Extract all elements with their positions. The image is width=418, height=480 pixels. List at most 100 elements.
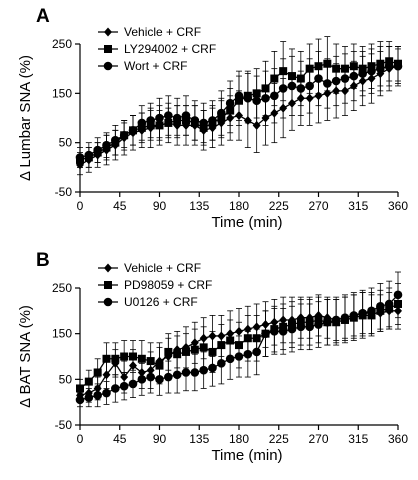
y-tick-label: 150: [52, 327, 72, 341]
data-point: [367, 66, 376, 76]
legend-marker: [104, 281, 112, 289]
data-point: [287, 81, 297, 91]
data-point: [119, 381, 129, 391]
data-point: [393, 61, 403, 71]
legend-label: Vehicle + CRF: [124, 25, 201, 39]
legend-marker: [103, 297, 113, 307]
x-axis-title: Time (min): [211, 214, 282, 231]
data-point: [111, 135, 120, 145]
legend-marker: [103, 61, 113, 71]
data-point: [199, 365, 208, 375]
data-point: [129, 352, 137, 361]
data-point: [199, 343, 208, 352]
data-point: [75, 395, 85, 405]
data-point: [384, 61, 394, 71]
data-point: [234, 91, 244, 101]
data-point: [314, 74, 323, 83]
y-axis-title: Δ BAT SNA (%): [17, 305, 34, 408]
data-point: [137, 375, 147, 384]
data-point: [111, 354, 120, 363]
legend-marker: [104, 45, 112, 53]
data-point: [270, 327, 279, 336]
x-tick-label: 90: [153, 199, 167, 213]
y-tick-label: 250: [52, 281, 72, 295]
data-point: [93, 145, 102, 155]
data-point: [146, 116, 155, 125]
legend: Vehicle + CRF LY294002 + CRF Wort + CRF: [98, 25, 216, 73]
data-point: [76, 384, 84, 393]
x-tick-label: 315: [348, 432, 368, 446]
legend-label: Vehicle + CRF: [124, 261, 201, 275]
data-point: [287, 324, 297, 334]
x-tick-label: 45: [113, 432, 127, 446]
x-tick-label: 225: [269, 432, 289, 446]
data-point: [323, 79, 332, 88]
data-point: [137, 118, 147, 128]
data-point: [102, 354, 111, 363]
legend-label: U0126 + CRF: [124, 295, 198, 309]
data-point: [376, 64, 385, 73]
data-point: [164, 372, 173, 382]
data-point: [261, 329, 270, 338]
data-point: [199, 118, 208, 128]
data-point: [243, 349, 253, 359]
x-tick-label: 0: [77, 199, 84, 213]
data-point: [164, 347, 173, 356]
data-point: [182, 347, 190, 356]
chart-panel-a: A -50 50 150 250 0 45 90 135 180 225 270 315 360 Time …: [17, 6, 408, 231]
legend-label: PD98059 + CRF: [124, 278, 212, 292]
x-axis-title: Time (min): [211, 447, 282, 464]
data-point: [181, 111, 191, 120]
series-3: [75, 46, 403, 168]
data-point: [102, 140, 111, 150]
y-tick-label: 50: [59, 372, 73, 386]
x-tick-label: 360: [388, 432, 408, 446]
data-point: [340, 313, 350, 322]
panel-letter: A: [36, 6, 50, 27]
data-point: [217, 108, 226, 118]
data-point: [84, 393, 94, 402]
x-tick-label: 135: [189, 432, 209, 446]
data-point: [84, 150, 94, 160]
data-point: [358, 308, 367, 318]
data-point: [225, 98, 235, 108]
data-point: [190, 345, 199, 354]
x-tick-label: 180: [229, 199, 249, 213]
data-point: [305, 322, 314, 332]
data-point: [128, 126, 138, 135]
data-point: [234, 352, 244, 361]
x-tick-label: 0: [77, 432, 84, 446]
data-point: [367, 306, 376, 316]
data-point: [173, 350, 182, 359]
y-tick-label: 50: [59, 136, 73, 150]
data-point: [172, 370, 182, 380]
data-point: [278, 327, 288, 336]
x-tick-label: 315: [348, 199, 368, 213]
data-point: [331, 76, 341, 86]
x-tick-label: 45: [113, 199, 127, 213]
data-point: [181, 368, 191, 377]
data-point: [296, 84, 306, 93]
data-point: [296, 322, 306, 332]
data-point: [146, 372, 155, 382]
data-point: [225, 354, 235, 364]
data-point: [261, 93, 270, 103]
x-tick-label: 90: [153, 432, 167, 446]
data-point: [102, 388, 111, 398]
chart-panel-b: B -50 50 150 250 0 45 90 135 180 225 270 315 360 Time …: [17, 250, 408, 464]
data-point: [340, 74, 350, 83]
data-point: [252, 96, 261, 106]
data-point: [331, 315, 341, 325]
data-point: [349, 71, 359, 81]
data-point: [305, 81, 314, 91]
x-tick-label: 360: [388, 199, 408, 213]
x-tick-label: 180: [229, 432, 249, 446]
data-point: [119, 130, 129, 140]
data-point: [84, 377, 93, 386]
data-point: [111, 384, 120, 393]
y-tick-label: -50: [55, 185, 73, 199]
data-point: [217, 359, 226, 368]
data-point: [208, 116, 217, 125]
x-tick-label: 135: [189, 199, 209, 213]
legend-label: Wort + CRF: [124, 59, 187, 73]
